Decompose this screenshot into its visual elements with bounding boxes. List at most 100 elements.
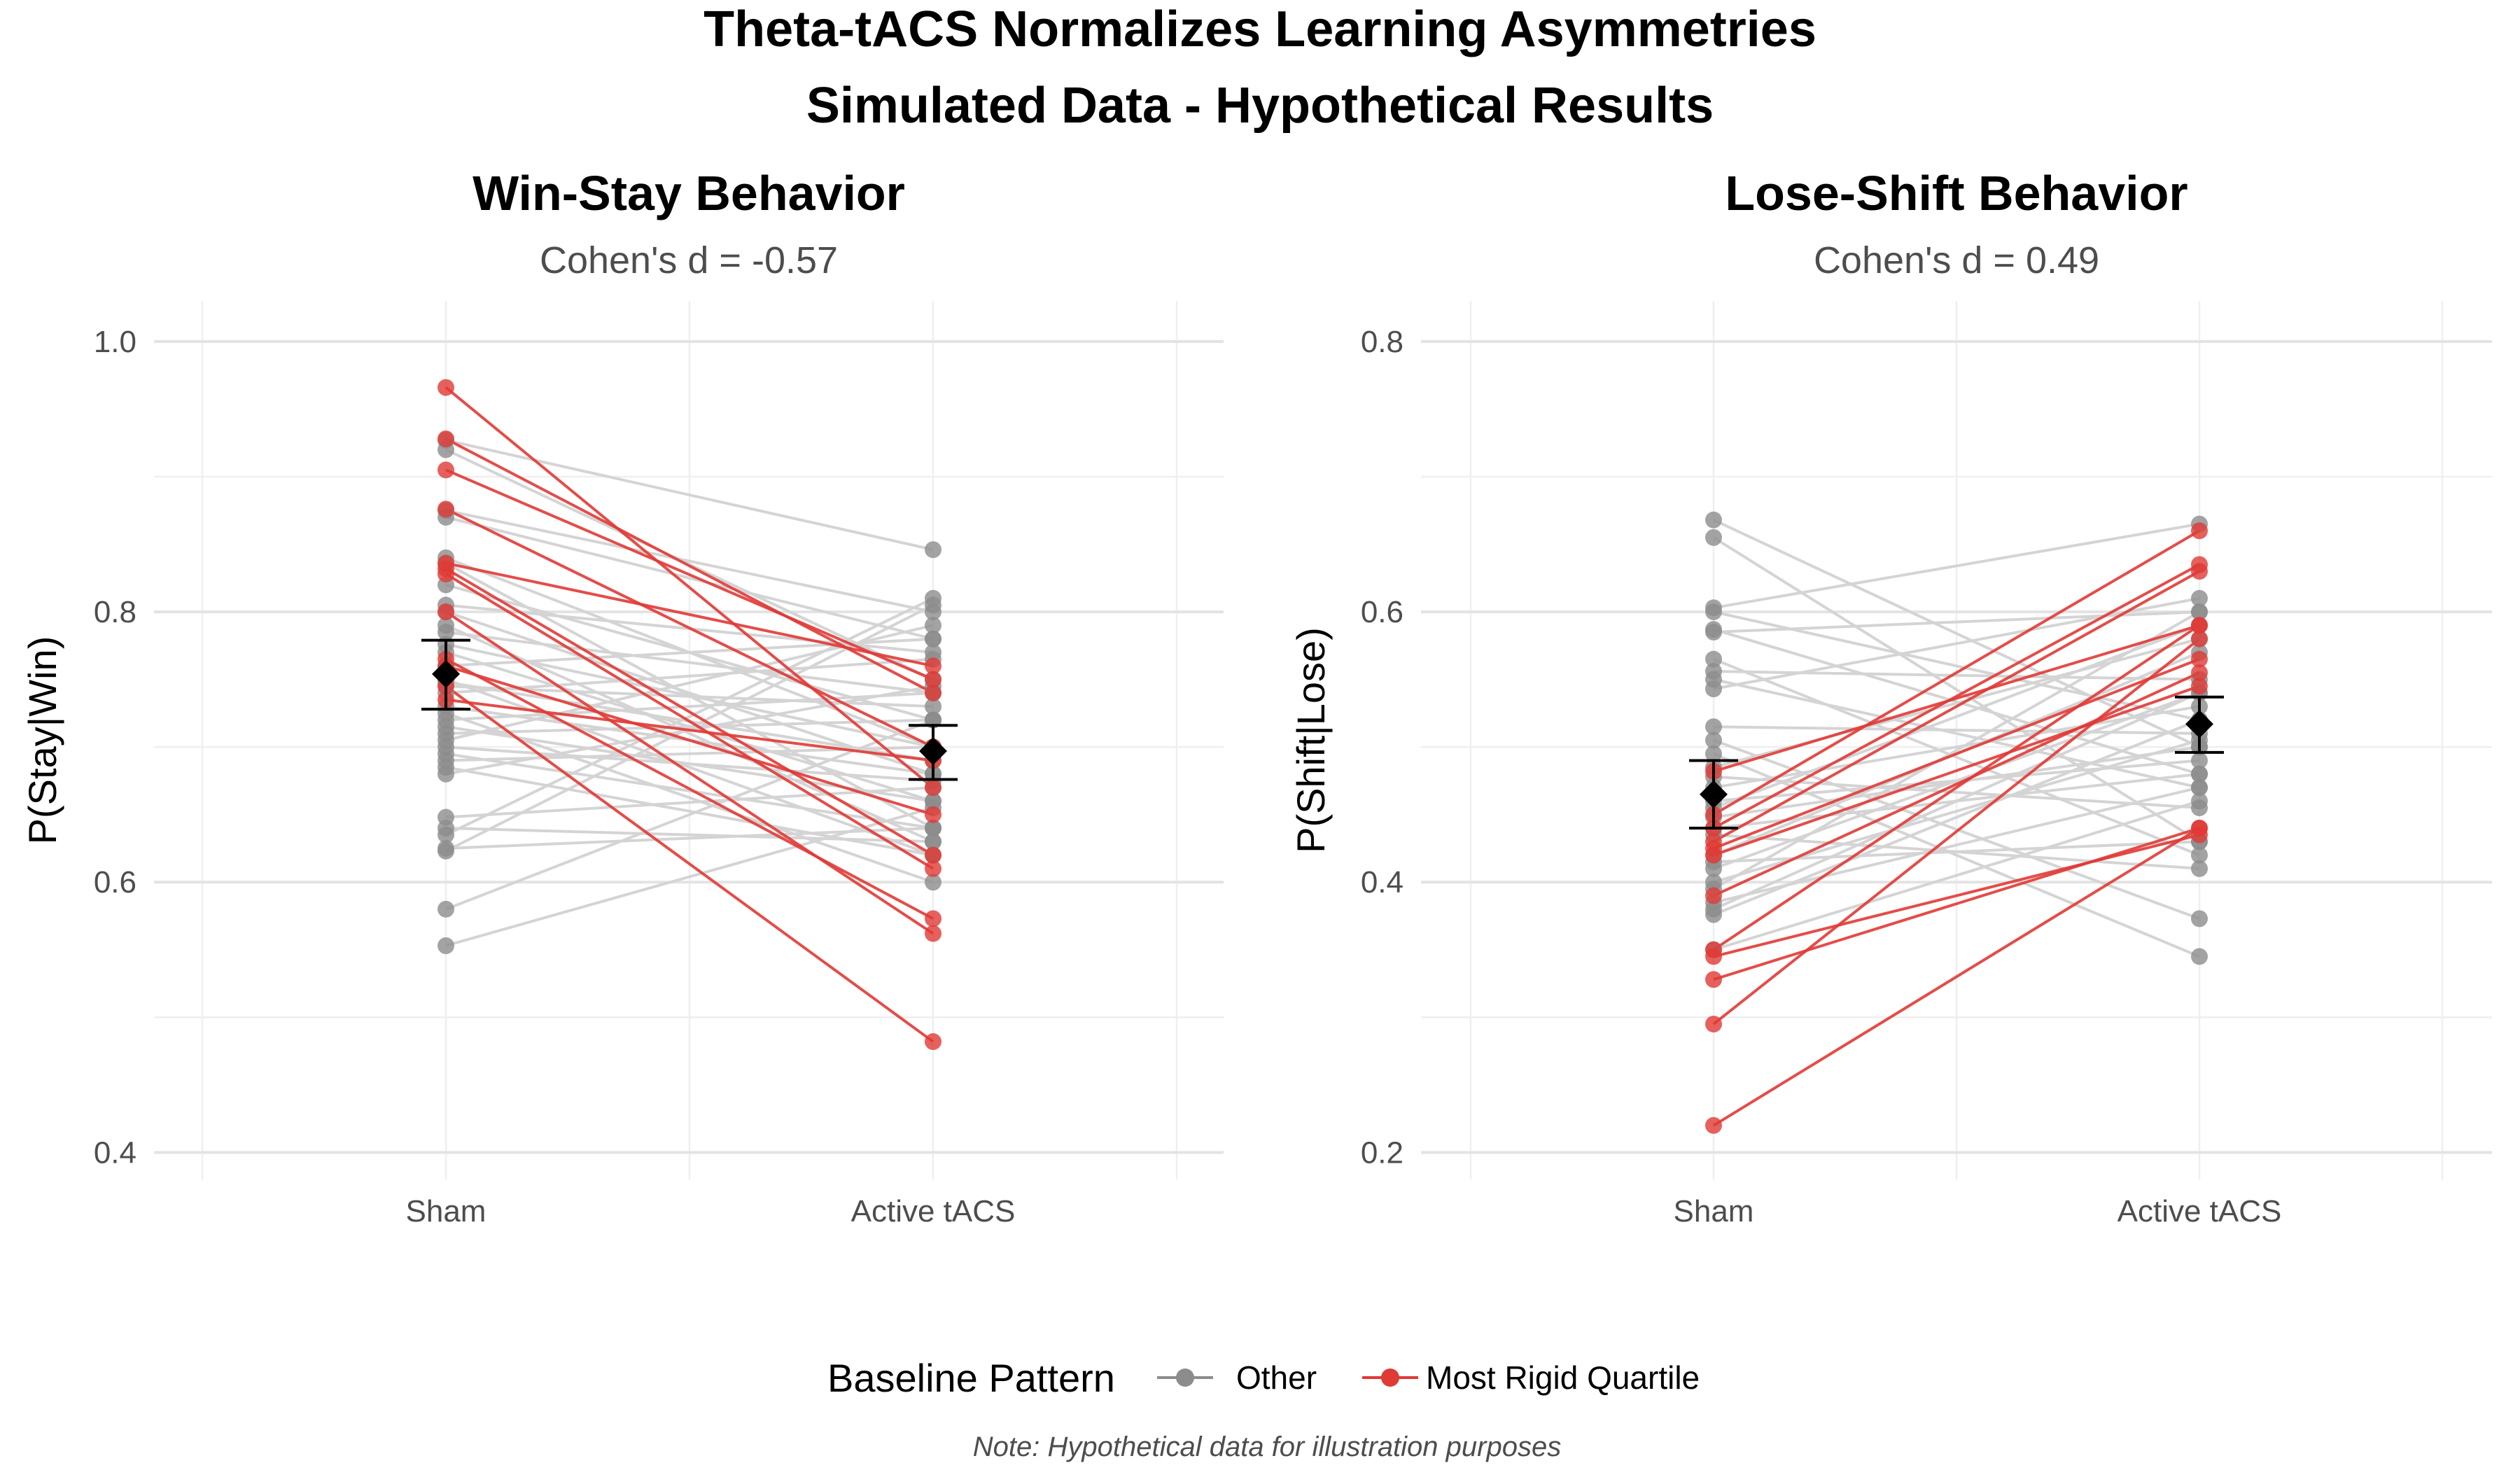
- subject-line-rigid: [1713, 685, 2200, 857]
- panel-subtitle: Cohen's d = -0.57: [540, 239, 838, 281]
- subject-line-rigid: [444, 386, 934, 789]
- subject-line-rigid: [445, 468, 934, 681]
- legend: Baseline Pattern Other Most Rigid Quarti…: [827, 1356, 1700, 1400]
- subject-line-rigid: [445, 507, 934, 748]
- point-rigid-sham: [438, 461, 454, 479]
- point-rigid-active: [925, 657, 941, 675]
- subject-line-other: [445, 657, 934, 694]
- panel-lose-shift: 0.2 0.4 0.6 0.8 Sham Active tACS P(Shift|Lose)…: [1289, 166, 2492, 1228]
- point-other-active: [925, 596, 941, 614]
- point-other-active: [925, 617, 941, 634]
- subject-line-other: [1713, 678, 2200, 790]
- point-rigid-active: [925, 925, 941, 942]
- y-tick-label: 1.0: [94, 325, 136, 359]
- y-tick-label: 0.8: [1361, 325, 1404, 359]
- legend-other-point: [1176, 1368, 1194, 1387]
- point-other-sham: [438, 900, 454, 918]
- subject-line-other: [1713, 596, 2200, 691]
- subject-line-rigid: [1713, 624, 2200, 773]
- point-other-sham: [1705, 860, 1722, 877]
- point-rigid-sham: [1705, 971, 1722, 988]
- point-rigid-active: [2191, 522, 2208, 540]
- y-axis-label: P(Stay|Win): [20, 636, 64, 845]
- mean-diamond: [919, 736, 947, 765]
- y-tick-label: 0.6: [1361, 595, 1404, 629]
- point-rigid-sham: [438, 430, 454, 447]
- point-other-sham: [1705, 528, 1722, 546]
- subject-line-rigid: [1713, 570, 2200, 844]
- point-rigid-sham: [1705, 948, 1722, 965]
- subject-line-other: [1713, 752, 2200, 958]
- point-rigid-active: [925, 1033, 941, 1051]
- point-other-sham: [1705, 718, 1722, 736]
- point-other-active: [2191, 910, 2208, 927]
- point-rigid-active: [925, 860, 941, 877]
- subject-line-other: [1713, 738, 2200, 920]
- point-rigid-active: [2191, 664, 2208, 681]
- point-other-active: [2191, 603, 2208, 621]
- subject-line-rigid: [444, 610, 934, 935]
- subject-line-other: [1713, 718, 2200, 916]
- subject-line-other: [1713, 692, 2200, 870]
- main-title-line2: Simulated Data - Hypothetical Results: [806, 78, 1714, 134]
- subject-line-other: [445, 691, 934, 722]
- subject-line-other: [1713, 522, 2200, 610]
- subject-line-other: [445, 438, 934, 552]
- subject-line-other: [445, 509, 934, 614]
- point-rigid-active: [925, 671, 941, 688]
- point-other-active: [925, 630, 941, 648]
- point-rigid-sham: [1705, 846, 1722, 864]
- subject-line-rigid: [1713, 671, 2200, 897]
- point-other-active: [2191, 846, 2208, 864]
- y-tick-label: 0.2: [1361, 1135, 1404, 1170]
- subject-line-rigid: [445, 561, 934, 668]
- point-rigid-active: [2191, 563, 2208, 580]
- subject-line-rigid: [1712, 638, 2201, 1026]
- subject-line-rigid: [1713, 563, 2200, 830]
- main-title-line1: Theta-tACS Normalizes Learning Asymmetri…: [704, 1, 1816, 57]
- point-other-sham: [1705, 624, 1722, 641]
- x-tick-label: Sham: [406, 1194, 486, 1228]
- point-other-sham: [438, 826, 454, 844]
- point-other-sham: [1705, 603, 1722, 621]
- point-other-sham: [1705, 745, 1722, 762]
- point-rigid-active: [2191, 617, 2208, 634]
- subject-line-other: [445, 806, 934, 947]
- subject-line-rigid: [1712, 529, 2201, 816]
- point-rigid-active: [925, 806, 941, 823]
- point-other-active: [2191, 765, 2208, 783]
- subject-line-rigid: [445, 698, 934, 762]
- subject-line-rigid: [445, 438, 934, 694]
- mean-diamond: [432, 659, 460, 688]
- point-other-sham: [438, 624, 454, 641]
- legend-title: Baseline Pattern: [827, 1356, 1115, 1400]
- subject-line-rigid: [1713, 833, 2200, 958]
- legend-other-label: Other: [1236, 1359, 1317, 1396]
- panel-title: Lose-Shift Behavior: [1725, 166, 2188, 220]
- panel-win-stay: 0.4 0.6 0.8 1.0 Sham Active tACS P(Stay|Win) Wi…: [20, 166, 1224, 1228]
- subject-line-rigid: [1713, 827, 2200, 981]
- panel-title: Win-Stay Behavior: [472, 166, 905, 220]
- point-other-active: [925, 833, 941, 850]
- subject-line-rigid: [1712, 624, 2201, 951]
- subject-line-rigid: [1713, 657, 2200, 850]
- point-other-sham: [438, 937, 454, 954]
- subject-line-other: [1713, 799, 2200, 951]
- subject-line-rigid: [445, 664, 934, 816]
- panel-subtitle: Cohen's d = 0.49: [1814, 239, 2099, 281]
- point-other-sham: [1705, 906, 1722, 923]
- point-other-active: [2191, 752, 2208, 769]
- subject-line-other: [445, 786, 934, 819]
- subject-line-other: [445, 596, 934, 836]
- y-tick-label: 0.6: [94, 865, 136, 899]
- point-rigid-active: [2191, 678, 2208, 695]
- point-other-active: [925, 541, 941, 559]
- legend-item-other: Other: [1157, 1359, 1317, 1396]
- subject-line-other: [445, 515, 934, 640]
- point-other-active: [2191, 792, 2208, 810]
- point-other-sham: [1705, 511, 1722, 528]
- subject-line-other: [1713, 775, 2200, 810]
- point-rigid-sham: [438, 603, 454, 621]
- point-other-active: [2191, 948, 2208, 965]
- subject-line-rigid: [1712, 827, 2201, 1127]
